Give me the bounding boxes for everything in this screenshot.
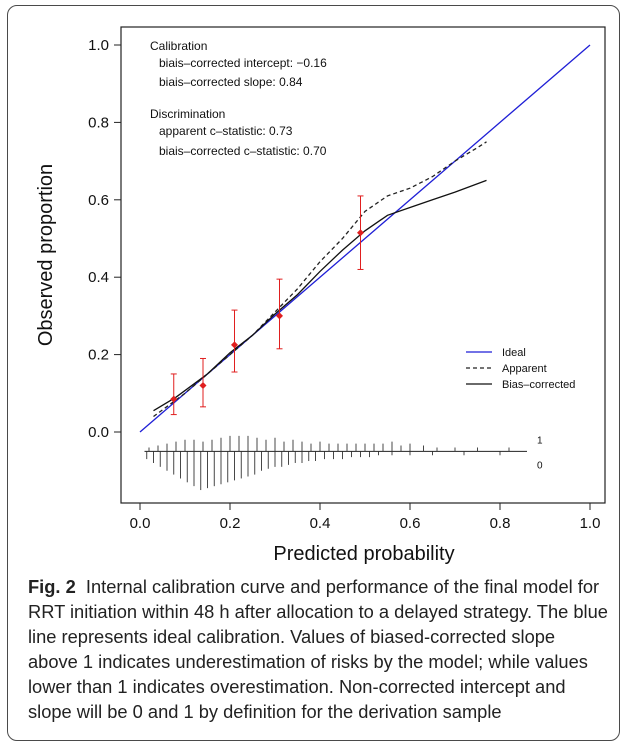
data-point xyxy=(276,312,283,320)
figure-caption: Fig. 2 Internal calibration curve and pe… xyxy=(28,574,608,724)
y-axis: 0.0 0.2 0.4 0.6 0.8 1.0 xyxy=(88,37,122,441)
rug-label-events: 1 xyxy=(537,435,543,446)
x-tick-label: 0.2 xyxy=(220,515,241,532)
y-tick-label: 0.0 xyxy=(88,424,109,441)
apparent-c-statistic: apparent c–statistic: 0.73 xyxy=(159,124,293,138)
discrimination-title: Discrimination xyxy=(150,107,225,121)
y-tick-label: 0.2 xyxy=(88,347,109,364)
x-tick-label: 0.6 xyxy=(400,515,421,532)
rug-label-nonevents: 0 xyxy=(537,460,543,471)
figure-frame xyxy=(7,5,620,741)
x-tick-label: 0.0 xyxy=(130,515,151,532)
corrected-c-statistic: biais–corrected c–statistic: 0.70 xyxy=(159,144,327,158)
points-layer xyxy=(170,195,364,416)
y-tick-label: 0.6 xyxy=(88,192,109,209)
calibration-plot: 0.0 0.2 0.4 0.6 0.8 1.0 0.00.20.40.60.81.0 10… xyxy=(35,26,606,565)
data-point xyxy=(170,395,178,403)
legend-label: Bias–corrected xyxy=(502,379,575,391)
x-axis: 0.0 0.2 0.4 0.6 0.8 1.0 xyxy=(130,502,601,532)
legend-label: Apparent xyxy=(502,363,547,375)
legend: Ideal Apparent Bias–corrected xyxy=(466,347,575,391)
data-point xyxy=(199,382,207,390)
y-tick-label: 1.0 xyxy=(88,37,109,54)
figure-label: Fig. 2 xyxy=(28,576,76,597)
x-tick-label: 1.0 xyxy=(580,515,601,532)
x-axis-label: Predicted probability xyxy=(273,543,454,565)
series-layer xyxy=(139,44,591,433)
data-point xyxy=(231,341,238,349)
x-tick-label: 0.8 xyxy=(490,515,511,532)
series-line-1 xyxy=(153,141,487,418)
legend-label: Ideal xyxy=(502,347,526,359)
y-axis-label: Observed proportion xyxy=(35,164,57,346)
y-tick-label: 0.8 xyxy=(88,114,109,131)
data-point xyxy=(357,229,364,237)
calibration-intercept: biais–corrected intercept: −0.16 xyxy=(159,56,327,70)
calibration-title: Calibration xyxy=(150,39,207,53)
caption-text: Internal calibration curve and performan… xyxy=(28,576,608,722)
calibration-slope: biais–corrected slope: 0.84 xyxy=(159,75,303,89)
y-tick-label: 0.4 xyxy=(88,269,109,286)
rug-layer: 10 xyxy=(144,435,543,491)
plot-area-box xyxy=(120,26,606,504)
series-line-2 xyxy=(153,179,487,412)
x-tick-label: 0.4 xyxy=(310,515,331,532)
